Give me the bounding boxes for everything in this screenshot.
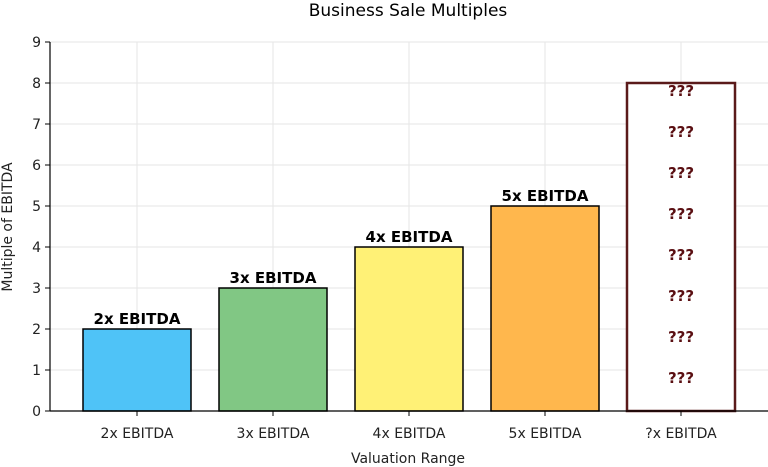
bar: [82, 328, 192, 412]
y-tick-label: 1: [32, 363, 41, 379]
chart-title: Business Sale Multiples: [309, 1, 508, 21]
bar-data-label: 3x EBITDA: [230, 269, 317, 287]
y-tick-label: 0: [32, 404, 41, 420]
y-tick-label: 4: [32, 240, 41, 256]
bar-data-label: 2x EBITDA: [94, 310, 181, 328]
mystery-label: ???: [668, 328, 694, 346]
bars: 2x EBITDA 3x EBITDA 4x EBITDA 5x EBITDA????…: [82, 81, 737, 413]
bar-data-label: 4x EBITDA: [366, 228, 453, 246]
y-axis-ticks: 0 1 2 3 4 5 6 7 8 9: [32, 35, 50, 420]
mystery-label: ???: [668, 369, 694, 387]
x-tick-label: 5x EBITDA: [509, 426, 582, 442]
y-tick-label: 6: [32, 158, 41, 174]
bar: [218, 287, 328, 412]
y-axis-label: Multiple of EBITDA: [0, 162, 16, 292]
y-tick-label: 5: [32, 199, 41, 215]
mystery-label: ???: [668, 164, 694, 182]
mystery-label: ???: [668, 246, 694, 264]
y-tick-label: 8: [32, 76, 41, 92]
x-axis-label: Valuation Range: [351, 451, 465, 467]
x-tick-label: 3x EBITDA: [237, 426, 310, 442]
y-tick-label: 3: [32, 281, 41, 297]
x-tick-label: 2x EBITDA: [101, 426, 174, 442]
mystery-label: ???: [668, 82, 694, 100]
x-tick-label: 4x EBITDA: [373, 426, 446, 442]
bar-data-label: 5x EBITDA: [502, 187, 589, 205]
mystery-label: ???: [668, 205, 694, 223]
y-tick-label: 7: [32, 117, 41, 133]
mystery-label: ???: [668, 287, 694, 305]
bar: [490, 205, 600, 412]
y-tick-label: 2: [32, 322, 41, 338]
mystery-label: ???: [668, 123, 694, 141]
bar: [354, 246, 464, 412]
y-tick-label: 9: [32, 35, 41, 51]
axes: [49, 42, 768, 412]
x-axis-ticks: 2x EBITDA 3x EBITDA 4x EBITDA 5x EBITDA ?x E…: [101, 411, 717, 442]
x-tick-label: ?x EBITDA: [645, 426, 717, 442]
bar-mystery: [625, 81, 737, 413]
